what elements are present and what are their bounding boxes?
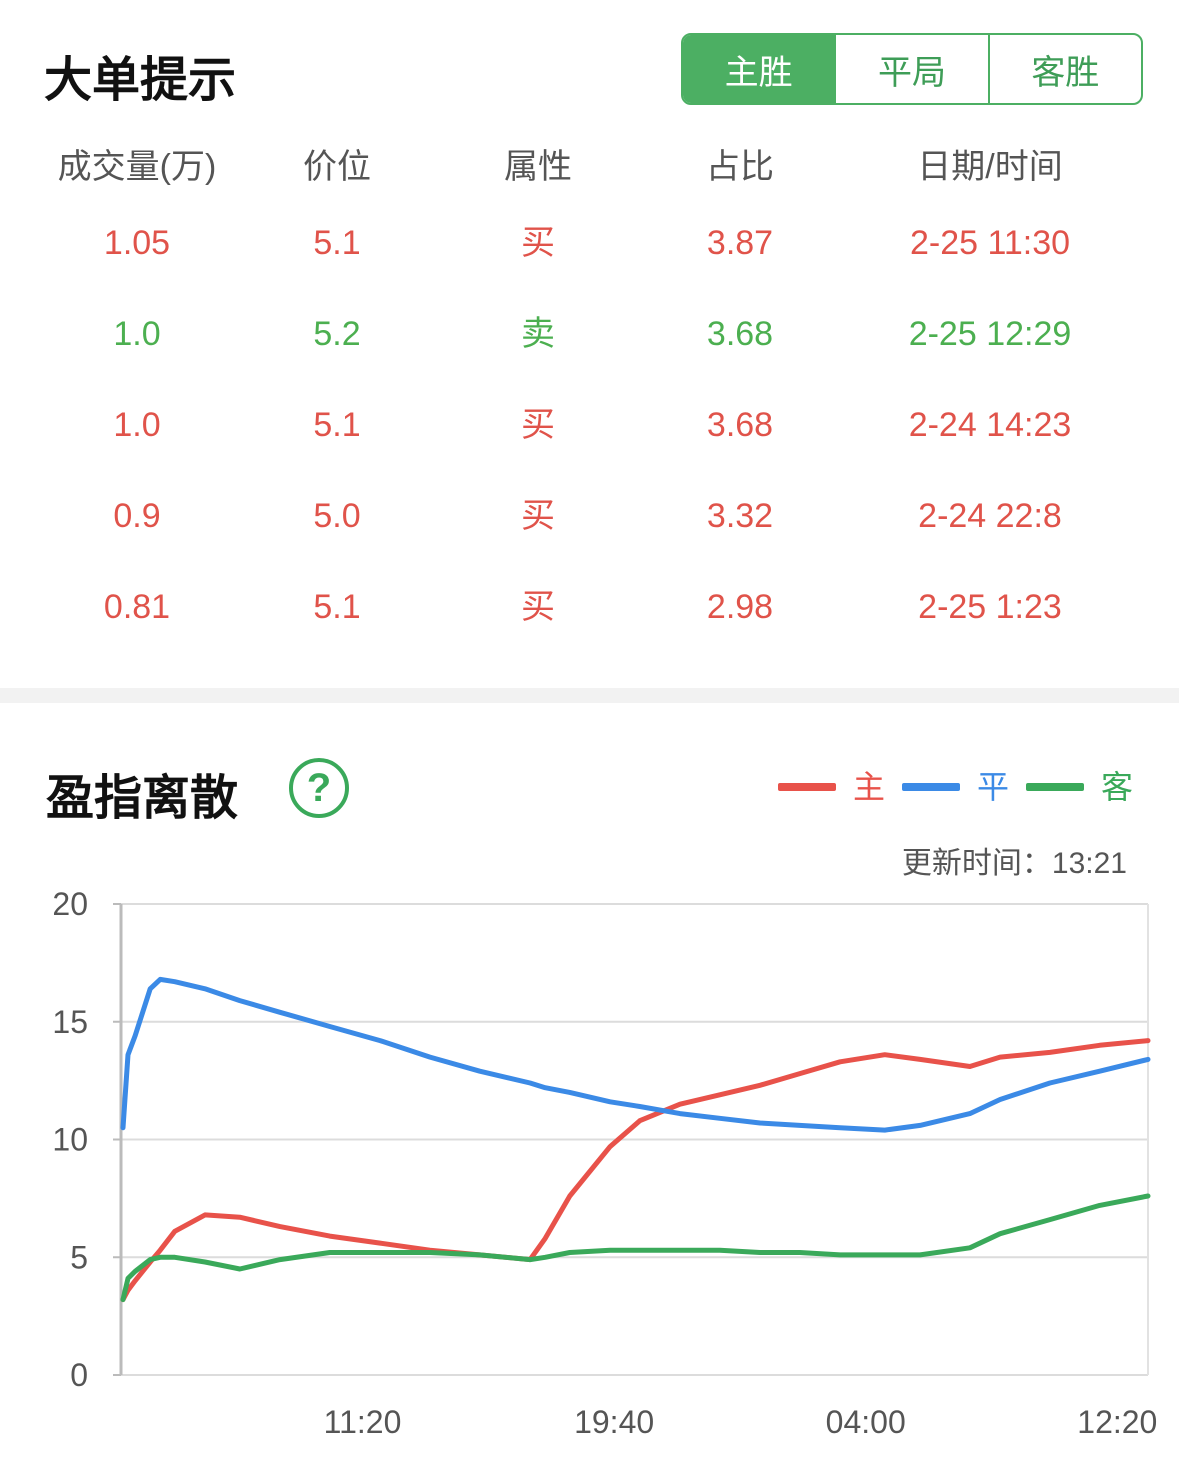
row-5-volume: 0.81 xyxy=(103,588,171,626)
row-2-side: 卖 xyxy=(521,315,555,353)
row-3-price: 5.1 xyxy=(313,406,361,444)
x-tick-label: 19:40 xyxy=(574,1404,654,1440)
update-time: 更新时间：13:21 xyxy=(901,847,1127,880)
section-divider xyxy=(0,688,1179,703)
legend-away-label: 客 xyxy=(1101,769,1134,805)
row-2-volume: 1.0 xyxy=(113,315,161,353)
row-1-volume: 1.05 xyxy=(103,224,171,262)
x-tick-label: 11:20 xyxy=(324,1404,402,1440)
y-tick-label: 0 xyxy=(70,1357,88,1393)
row-4-side: 买 xyxy=(521,497,555,535)
y-tick-label: 15 xyxy=(52,1004,88,1040)
tab-home-win[interactable]: 主胜 xyxy=(683,35,835,103)
legend-away-swatch xyxy=(1026,783,1084,791)
tab-away-win[interactable]: 客胜 xyxy=(987,35,1141,103)
row-3-datetime: 2-24 14:23 xyxy=(908,406,1072,444)
row-1-side: 买 xyxy=(521,224,555,262)
legend-draw-label: 平 xyxy=(977,769,1010,805)
row-2-price: 5.2 xyxy=(313,315,361,353)
x-tick-label: 04:00 xyxy=(826,1404,906,1440)
question-circle-icon[interactable]: ? xyxy=(289,758,349,818)
legend-home-label: 主 xyxy=(853,769,886,805)
row-4-price: 5.0 xyxy=(313,497,361,535)
x-tick-label: 12:20 xyxy=(1077,1404,1157,1440)
series-line-home xyxy=(120,1038,1151,1303)
row-5-price: 5.1 xyxy=(313,588,361,626)
row-1-ratio: 3.87 xyxy=(706,224,774,262)
row-4-datetime: 2-24 22:8 xyxy=(918,497,1062,535)
tab-draw[interactable]: 平局 xyxy=(834,35,987,103)
series-line-draw xyxy=(120,976,1151,1133)
big-orders-title: 大单提示 xyxy=(44,54,237,107)
row-4-ratio: 3.32 xyxy=(706,497,774,535)
series-line-away xyxy=(120,1193,1151,1303)
row-2-datetime: 2-25 12:29 xyxy=(908,315,1072,353)
col-header-datetime: 日期/时间 xyxy=(917,148,1063,186)
y-tick-label: 20 xyxy=(52,886,88,922)
row-2-ratio: 3.68 xyxy=(706,315,774,353)
legend-draw-swatch xyxy=(902,783,960,791)
col-header-price: 价位 xyxy=(303,148,371,186)
row-5-datetime: 2-25 1:23 xyxy=(918,588,1062,626)
outcome-toggle: 主胜 平局 客胜 xyxy=(681,33,1143,105)
row-1-datetime: 2-25 11:30 xyxy=(909,224,1071,262)
row-4-volume: 0.9 xyxy=(113,497,161,535)
col-header-volume: 成交量(万) xyxy=(57,148,217,186)
y-tick-label: 10 xyxy=(52,1122,88,1158)
row-3-volume: 1.0 xyxy=(113,406,161,444)
row-3-ratio: 3.68 xyxy=(706,406,774,444)
legend-home-swatch xyxy=(778,783,836,791)
col-header-ratio: 占比 xyxy=(706,148,774,186)
col-header-side: 属性 xyxy=(504,148,572,186)
row-3-side: 买 xyxy=(521,406,555,444)
row-5-side: 买 xyxy=(521,588,555,626)
row-1-price: 5.1 xyxy=(313,224,361,262)
y-tick-label: 5 xyxy=(70,1239,88,1275)
row-5-ratio: 2.98 xyxy=(706,588,774,626)
dispersion-title: 盈指离散 xyxy=(46,772,239,825)
